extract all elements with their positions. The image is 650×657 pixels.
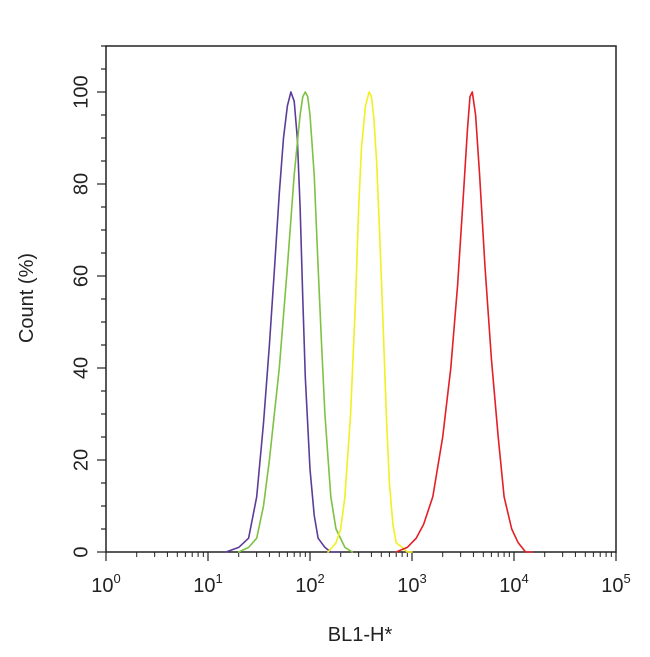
y-tick-label: 20 (70, 449, 92, 471)
y-axis-title: Count (%) (16, 253, 38, 343)
histogram-series-line (327, 91, 413, 553)
y-tick-label: 100 (70, 75, 92, 108)
tick-labels: 0 20 40 60 80 100 100 101 102 103 104 105 (70, 75, 630, 597)
x-tick-label: 101 (193, 571, 222, 597)
x-axis-ticks (105, 552, 617, 561)
x-tick-label: 104 (499, 571, 528, 597)
x-tick-label: 103 (397, 571, 426, 597)
histogram-series-line (225, 91, 342, 553)
plot-frame (105, 45, 617, 553)
plot-area (105, 45, 617, 553)
histogram-series-line (237, 91, 354, 553)
y-tick-label: 60 (70, 265, 92, 287)
histogram-series-line (395, 91, 533, 553)
x-tick-label: 105 (601, 571, 630, 597)
y-tick-label: 40 (70, 357, 92, 379)
x-tick-label: 102 (295, 571, 324, 597)
x-tick-label: 100 (91, 571, 120, 597)
y-tick-label: 0 (70, 546, 92, 557)
x-axis-title: BL1-H* (328, 624, 393, 646)
y-tick-label: 80 (70, 173, 92, 195)
series-layer (225, 91, 533, 553)
y-axis-ticks (97, 45, 106, 553)
